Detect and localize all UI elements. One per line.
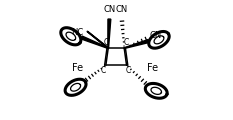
Polygon shape (124, 40, 149, 48)
Text: C: C (124, 38, 129, 47)
Text: C: C (101, 66, 106, 75)
Polygon shape (81, 36, 108, 48)
Polygon shape (108, 19, 111, 48)
Text: Fe: Fe (72, 63, 83, 73)
Polygon shape (87, 32, 108, 48)
Text: CN: CN (150, 31, 162, 40)
Text: NC: NC (71, 28, 83, 37)
Text: Fe: Fe (147, 63, 158, 73)
Polygon shape (145, 83, 167, 98)
Polygon shape (149, 31, 169, 48)
Text: C: C (126, 66, 131, 75)
Polygon shape (61, 28, 81, 45)
Text: C: C (103, 38, 109, 47)
Text: CN: CN (103, 5, 116, 14)
Polygon shape (65, 79, 86, 95)
Text: CN: CN (116, 5, 128, 14)
